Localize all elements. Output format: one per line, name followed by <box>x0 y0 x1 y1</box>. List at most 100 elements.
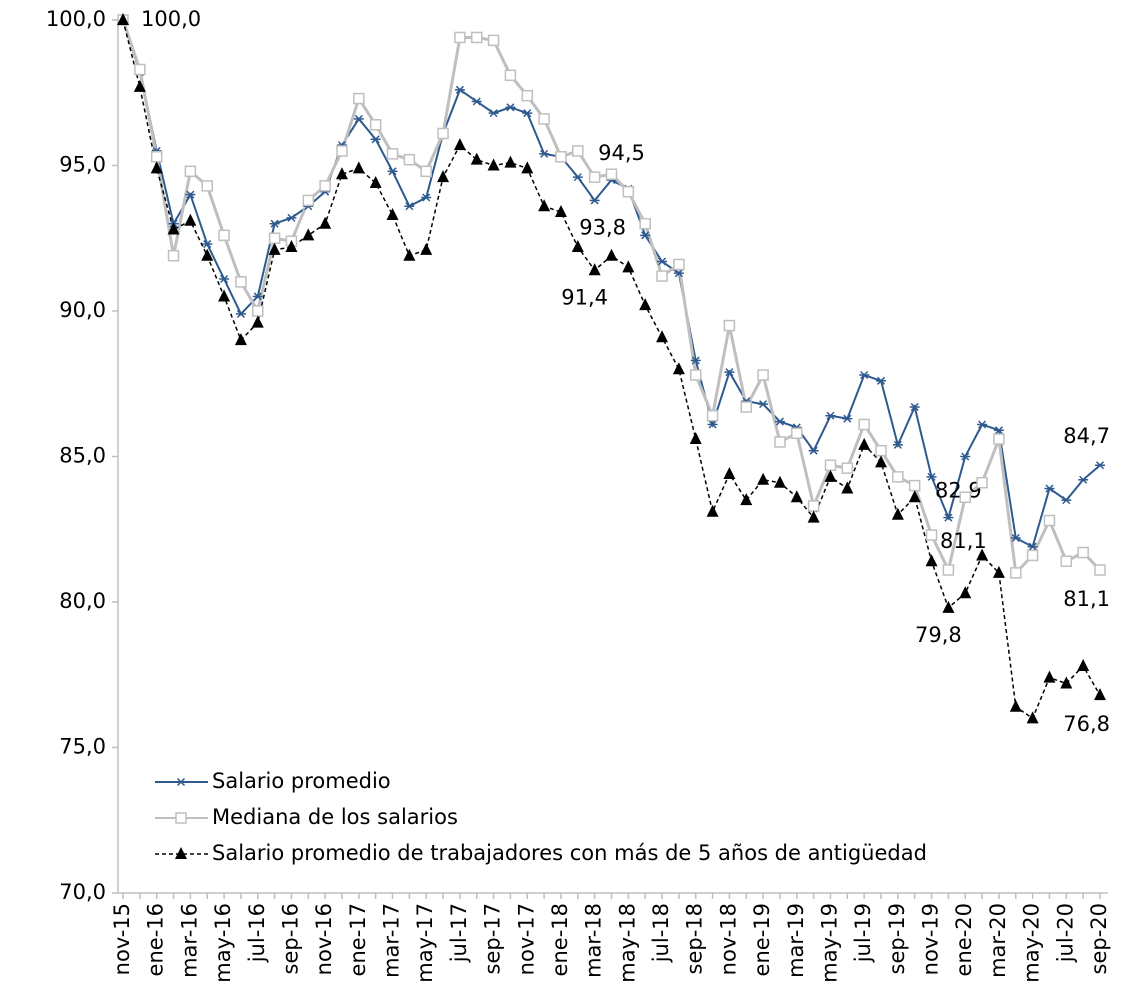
marker <box>471 97 482 106</box>
marker <box>1043 670 1056 683</box>
marker <box>336 145 348 157</box>
marker <box>740 493 753 506</box>
marker <box>757 472 770 485</box>
marker <box>758 400 769 409</box>
marker <box>302 194 315 207</box>
x-tick-label: jul-16 <box>245 903 269 963</box>
marker <box>723 319 736 332</box>
x-tick-label: nov-15 <box>110 903 134 975</box>
marker <box>926 472 937 481</box>
x-tick-label: ene-16 <box>144 903 168 976</box>
marker <box>488 109 499 118</box>
x-tick-label: mar-19 <box>784 903 808 978</box>
marker <box>555 151 567 163</box>
x-tick-label: nov-17 <box>514 903 538 975</box>
marker <box>184 213 197 226</box>
marker <box>353 92 365 105</box>
marker <box>757 369 769 381</box>
marker <box>286 213 297 222</box>
marker-stroke <box>1028 542 1037 551</box>
marker <box>605 248 618 261</box>
marker-stroke <box>186 190 195 199</box>
marker <box>993 433 1005 445</box>
marker <box>175 812 187 824</box>
marker <box>387 167 398 176</box>
marker <box>572 145 584 157</box>
marker <box>175 847 187 859</box>
marker <box>959 586 972 599</box>
marker <box>842 414 853 423</box>
marker-stroke <box>725 368 734 377</box>
marker <box>908 490 921 503</box>
marker-stroke <box>691 356 700 365</box>
marker <box>420 165 432 178</box>
marker-stroke <box>1062 496 1071 505</box>
marker-stroke <box>472 97 481 106</box>
marker <box>588 171 601 183</box>
marker-stroke <box>759 400 768 409</box>
marker <box>219 274 230 284</box>
marker-stroke <box>388 167 397 176</box>
marker <box>201 180 213 192</box>
marker <box>875 455 888 468</box>
marker <box>724 368 735 377</box>
marker <box>1044 484 1055 493</box>
marker <box>992 565 1005 578</box>
marker-stroke <box>708 420 717 429</box>
marker <box>689 369 702 381</box>
marker <box>622 185 635 198</box>
marker-stroke <box>371 135 380 144</box>
marker <box>403 153 416 166</box>
marker <box>657 257 668 266</box>
marker <box>571 239 584 252</box>
marker-stroke <box>927 472 936 481</box>
x-tick-label: may-17 <box>413 903 437 983</box>
marker <box>252 305 264 317</box>
marker-stroke <box>893 440 902 449</box>
marker <box>707 420 718 429</box>
marker <box>740 401 753 413</box>
y-tick-label: 90,0 <box>59 298 106 322</box>
legend-label: Mediana de los salarios <box>212 805 458 829</box>
marker <box>201 248 214 261</box>
marker-stroke <box>944 513 953 522</box>
marker <box>167 249 180 262</box>
marker <box>1010 567 1022 579</box>
marker <box>942 564 955 576</box>
marker <box>504 155 517 168</box>
marker <box>858 437 871 450</box>
marker <box>235 276 247 288</box>
marker <box>943 513 954 522</box>
marker-stroke <box>910 402 919 412</box>
marker <box>1026 711 1039 724</box>
x-tick-label: ene-20 <box>952 903 976 976</box>
data-label: 79,8 <box>915 623 962 647</box>
legend-label: Salario promedio <box>212 769 391 793</box>
marker-stroke <box>236 309 245 318</box>
marker <box>976 548 989 561</box>
x-tick-label: mar-18 <box>582 903 606 978</box>
series-line <box>122 19 1101 720</box>
marker <box>605 168 618 180</box>
marker <box>176 777 186 787</box>
data-label: 91,4 <box>561 285 608 309</box>
marker <box>1077 659 1090 672</box>
marker <box>977 420 988 429</box>
x-tick-label: ene-17 <box>346 903 370 976</box>
marker <box>487 34 500 47</box>
marker <box>1078 475 1089 484</box>
marker <box>386 207 399 220</box>
data-label: 94,5 <box>598 141 645 165</box>
marker <box>1061 496 1072 505</box>
marker-stroke <box>1011 533 1020 543</box>
marker-stroke <box>506 103 515 112</box>
marker <box>352 161 365 174</box>
x-tick-label: sep-16 <box>278 903 302 975</box>
marker <box>892 471 904 483</box>
marker <box>589 196 600 205</box>
marker <box>454 31 466 44</box>
marker <box>335 167 348 180</box>
marker <box>622 260 635 273</box>
marker <box>218 289 231 302</box>
y-tick-label: 80,0 <box>59 589 106 613</box>
